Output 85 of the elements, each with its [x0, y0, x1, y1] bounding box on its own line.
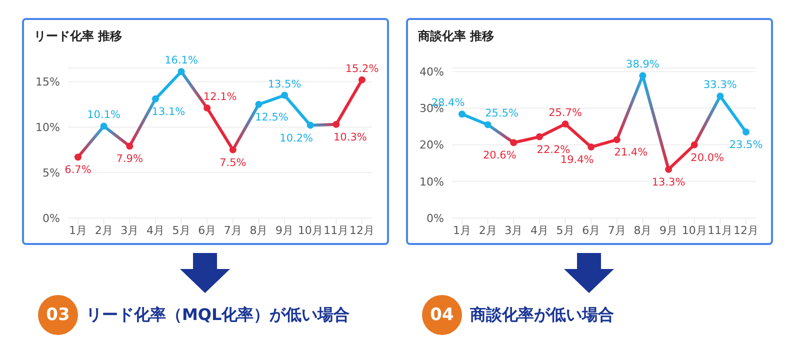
data-label: 10.2%: [280, 132, 314, 144]
point: [665, 166, 672, 173]
point: [306, 122, 314, 129]
data-label: 7.9%: [116, 153, 143, 166]
x-tick-label: 8月: [250, 224, 268, 237]
x-tick-label: 11月: [708, 224, 733, 237]
data-label: 13.5%: [268, 78, 302, 90]
data-label: 20.6%: [482, 150, 516, 162]
y-tick-label: 0%: [426, 212, 444, 225]
x-tick-label: 5月: [172, 224, 190, 237]
point: [484, 121, 492, 128]
data-label: 22.2%: [536, 144, 570, 156]
text: リード化率（MQL化率）が低い場合: [86, 304, 350, 326]
data-label: 16.1%: [164, 54, 198, 67]
x-tick-label: 2月: [94, 224, 113, 237]
y-tick-label: 40%: [420, 66, 444, 79]
data-label: 20.0%: [690, 152, 724, 164]
x-tick-label: 10月: [298, 224, 323, 237]
point: [690, 141, 698, 148]
x-tick-label: 3月: [120, 224, 139, 237]
text: 商談化率が低い場合: [470, 304, 614, 326]
point: [281, 92, 288, 99]
point: [358, 76, 366, 84]
point: [74, 154, 82, 161]
x-tick-label: 8月: [634, 224, 652, 237]
data-label: 25.7%: [548, 106, 582, 119]
point: [204, 104, 211, 112]
data-label: 15.2%: [345, 62, 379, 75]
data-label: 25.5%: [485, 108, 519, 120]
x-tick-label: 10月: [682, 224, 707, 237]
data-label: 33.3%: [704, 79, 737, 92]
point: [229, 146, 236, 154]
point: [639, 72, 646, 80]
point: [255, 100, 262, 108]
x-tick-label: 6月: [582, 224, 600, 237]
x-tick-label: 12月: [734, 224, 758, 237]
x-tick-label: 12月: [350, 224, 374, 237]
data-label: 13.1%: [152, 106, 186, 118]
point: [588, 144, 595, 151]
x-tick-label: 3月: [504, 224, 523, 237]
y-tick-label: 0%: [42, 212, 60, 225]
y-tick-label: 5%: [42, 166, 60, 180]
x-tick-label: 2月: [478, 224, 497, 237]
data-label: 21.4%: [614, 146, 648, 159]
y-tick-label: 15%: [36, 76, 60, 89]
point: [458, 110, 466, 118]
point: [126, 142, 134, 150]
point: [152, 95, 159, 102]
x-tick-label: 6月: [198, 224, 216, 237]
point: [716, 92, 724, 100]
chart-title: リード化率 推移: [34, 28, 122, 45]
data-label: 38.9%: [626, 58, 660, 71]
data-label: 7.5%: [220, 156, 246, 169]
x-tick-label: 5月: [556, 224, 574, 237]
data-label: 19.4%: [560, 154, 594, 166]
point: [536, 133, 543, 140]
point: [332, 120, 340, 128]
x-tick-label: 1月: [453, 224, 471, 237]
text: 04: [422, 295, 462, 335]
data-label: 6.7%: [64, 164, 92, 176]
point: [178, 68, 185, 76]
x-tick-label: 11月: [324, 224, 349, 237]
x-tick-label: 4月: [530, 224, 548, 237]
point: [562, 120, 569, 128]
point: [100, 122, 108, 130]
data-label: 23.5%: [729, 139, 763, 152]
data-label: 13.3%: [652, 176, 686, 188]
data-label: 10.1%: [87, 109, 121, 122]
y-tick-label: 10%: [420, 175, 444, 188]
text: 03: [38, 295, 78, 335]
point: [510, 139, 518, 146]
data-label: 10.3%: [334, 131, 367, 144]
x-tick-label: 9月: [276, 224, 294, 237]
x-tick-label: 4月: [146, 224, 164, 237]
point: [742, 128, 750, 136]
x-tick-label: 1月: [69, 224, 87, 237]
y-tick-label: 20%: [420, 138, 444, 152]
y-tick-label: 10%: [36, 120, 60, 134]
x-tick-label: 9月: [660, 224, 678, 237]
x-tick-label: 7月: [608, 224, 626, 237]
chart-title: 商談化率 推移: [418, 28, 494, 45]
point: [613, 136, 620, 144]
data-label: 12.1%: [203, 91, 237, 103]
x-tick-label: 7月: [224, 224, 242, 237]
data-label: 12.5%: [255, 111, 288, 124]
